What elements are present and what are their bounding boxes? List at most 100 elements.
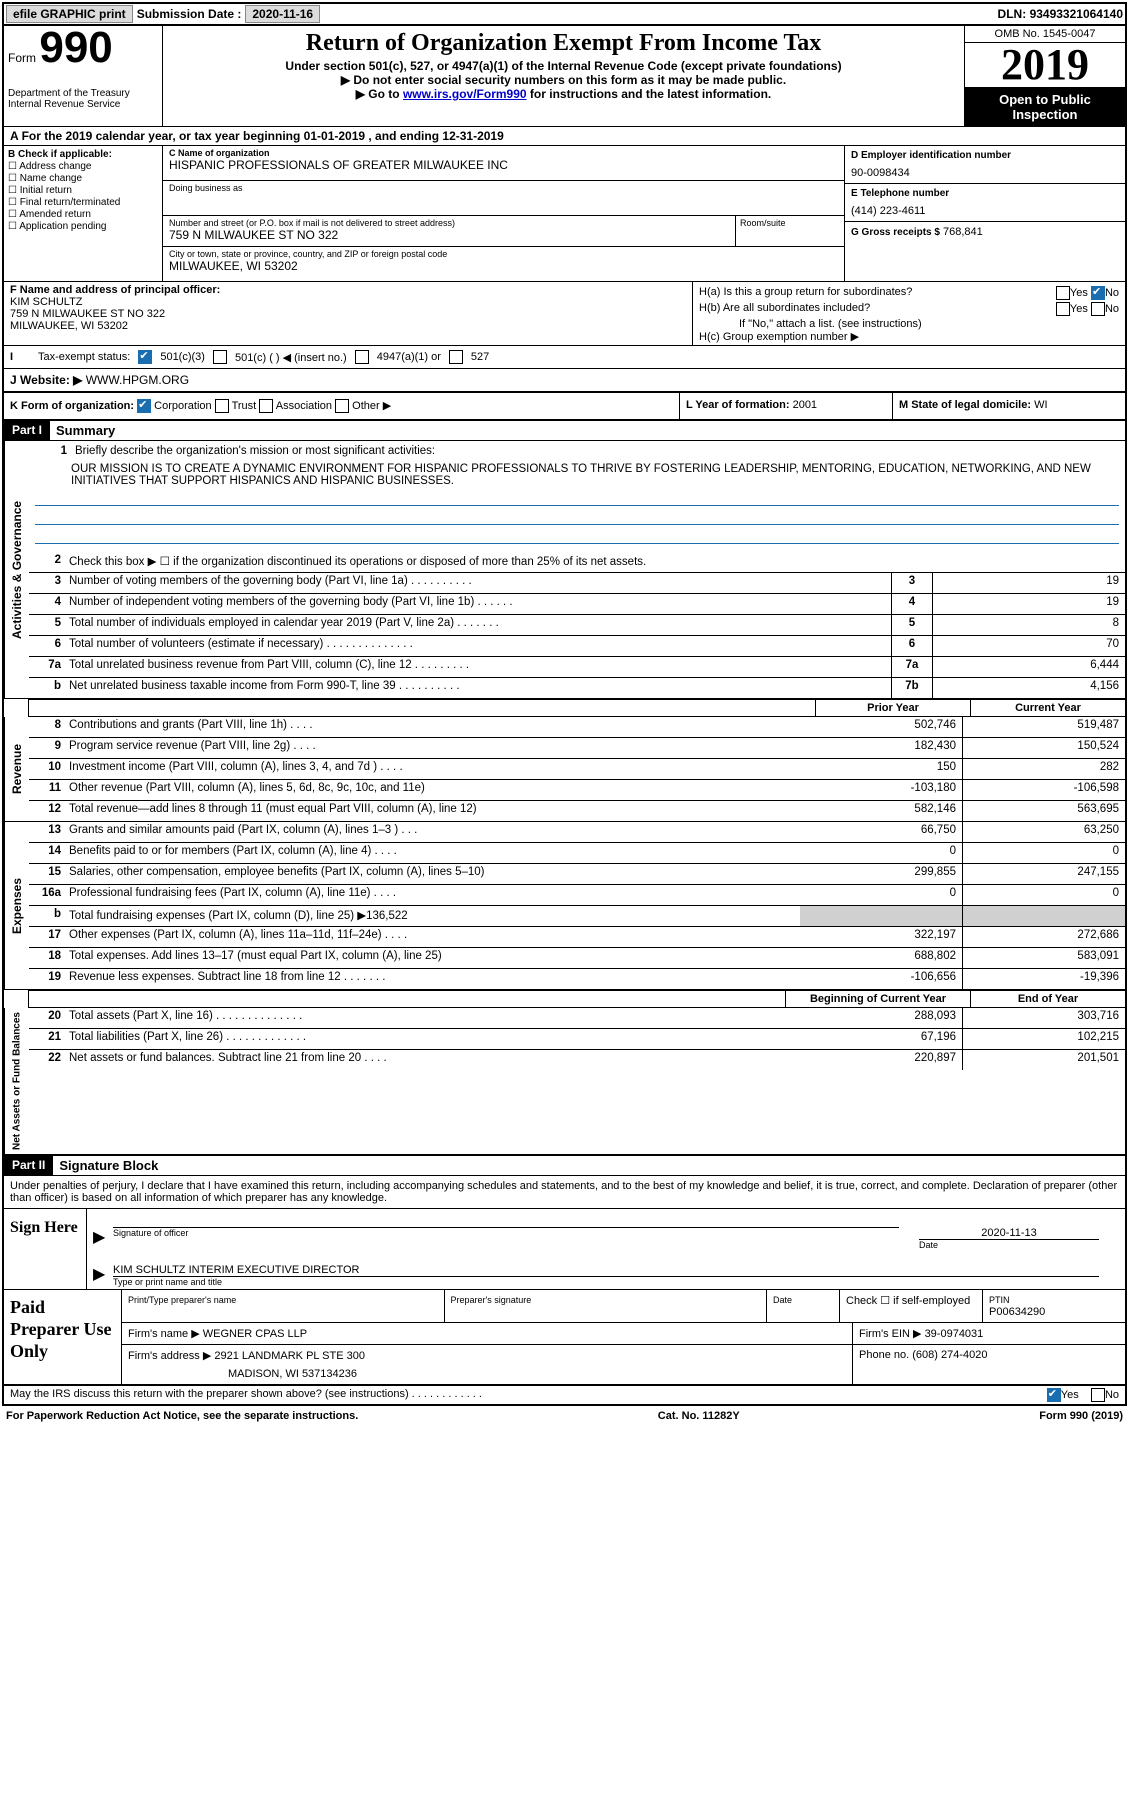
chk-final[interactable]: Final return/terminated [8,197,158,208]
chk-corp[interactable] [137,399,151,413]
l-label: L Year of formation: [686,399,790,411]
prep-name-lbl: Print/Type preparer's name [128,1295,236,1305]
ha-yes[interactable] [1056,286,1070,300]
firm-addr-lbl: Firm's address ▶ [128,1350,211,1362]
line-text: Other expenses (Part IX, column (A), lin… [67,927,800,947]
firm-phone: (608) 274-4020 [912,1349,987,1361]
discuss-no[interactable] [1091,1388,1105,1402]
line-text: Net assets or fund balances. Subtract li… [67,1050,770,1070]
officer-addr1: 759 N MILWAUKEE ST NO 322 [10,308,686,320]
chk-address[interactable]: Address change [8,161,158,172]
line-text: Salaries, other compensation, employee b… [67,864,800,884]
chk-amended[interactable]: Amended return [8,209,158,220]
prior-value: 66,750 [800,822,963,842]
line-num: 19 [29,969,67,989]
rev-label: Revenue [4,717,29,821]
chk-assoc[interactable] [259,399,273,413]
line-num: 4 [29,594,67,614]
form990-link[interactable]: www.irs.gov/Form990 [403,87,527,101]
hb-yes[interactable] [1056,302,1070,316]
penalty-text: Under penalties of perjury, I declare th… [4,1176,1125,1209]
chk-trust[interactable] [215,399,229,413]
city-label: City or town, state or province, country… [169,249,838,259]
net-label: Net Assets or Fund Balances [4,1008,29,1154]
officer-name: KIM SCHULTZ [10,296,686,308]
dln-label: DLN: [998,7,1027,21]
h-note: If "No," attach a list. (see instruction… [699,318,1119,330]
prep-date-lbl: Date [773,1295,792,1305]
phone-label: E Telephone number [851,188,1119,199]
line-text: Total expenses. Add lines 13–17 (must eq… [67,948,800,968]
name-label: Type or print name and title [113,1277,1119,1287]
chk-4947[interactable] [355,350,369,364]
current-value: 0 [963,885,1125,905]
prior-value: 299,855 [800,864,963,884]
part2-header: Part II Signature Block [4,1156,1125,1176]
subtitle-1: Under section 501(c), 527, or 4947(a)(1)… [169,59,958,73]
efile-button[interactable]: efile GRAPHIC print [6,5,133,23]
firm-name-lbl: Firm's name ▶ [128,1328,200,1340]
current-value: 63,250 [963,822,1125,842]
line-box: 3 [891,573,933,593]
gov-line-7b: b Net unrelated business taxable income … [29,677,1125,698]
firm-addr2: MADISON, WI 537134236 [128,1368,846,1380]
gov-line-3: 3 Number of voting members of the govern… [29,572,1125,593]
current-year-hdr: Current Year [971,700,1125,716]
chk-501c[interactable] [213,350,227,364]
discuss-yes[interactable] [1047,1388,1061,1402]
prior-value: 67,196 [770,1029,963,1049]
begin-year-hdr: Beginning of Current Year [785,991,971,1007]
mission-text: OUR MISSION IS TO CREATE A DYNAMIC ENVIR… [35,463,1119,487]
current-value: -19,396 [963,969,1125,989]
line-text: Total fundraising expenses (Part IX, col… [67,906,800,926]
line-num: 22 [29,1050,67,1070]
dept-label: Department of the Treasury Internal Reve… [8,88,158,110]
prior-value: -103,180 [800,780,963,800]
expenses-section: Expenses 13 Grants and similar amounts p… [4,822,1125,990]
data-line: 18 Total expenses. Add lines 13–17 (must… [29,947,1125,968]
gov-label: Activities & Governance [4,441,29,698]
dba-label: Doing business as [169,183,838,193]
paid-preparer: Paid Preparer Use Only Print/Type prepar… [4,1290,1125,1384]
gov-line-7a: 7a Total unrelated business revenue from… [29,656,1125,677]
entity-section: B Check if applicable: Address change Na… [4,146,1125,282]
prior-current-header: Prior Year Current Year [4,699,1125,717]
chk-name[interactable]: Name change [8,173,158,184]
chk-501c3[interactable] [138,350,152,364]
current-value: 303,716 [963,1008,1125,1028]
mission-blank-line [35,529,1119,544]
line-text: Total liabilities (Part X, line 26) . . … [67,1029,770,1049]
data-line: 15 Salaries, other compensation, employe… [29,863,1125,884]
line-text: Professional fundraising fees (Part IX, … [67,885,800,905]
submission-date[interactable]: 2020-11-16 [245,5,320,23]
line-box: 5 [891,615,933,635]
arrow-icon: ▶ [93,1264,113,1287]
form-number: 990 [39,23,112,72]
line-value: 70 [933,636,1125,656]
data-line: 22 Net assets or fund balances. Subtract… [29,1049,1125,1070]
chk-pending[interactable]: Application pending [8,221,158,232]
sig-label: Signature of officer [113,1228,919,1238]
chk-initial[interactable]: Initial return [8,185,158,196]
part1-header: Part I Summary [4,421,1125,441]
firm-name: WEGNER CPAS LLP [203,1328,307,1340]
line-num: b [29,906,67,926]
data-line: 14 Benefits paid to or for members (Part… [29,842,1125,863]
line-text: Total number of volunteers (estimate if … [67,636,891,656]
paperwork-notice: For Paperwork Reduction Act Notice, see … [6,1410,358,1422]
ha-no[interactable] [1091,286,1105,300]
firm-ein: 39-0974031 [925,1328,984,1340]
line-num: b [29,678,67,698]
chk-other[interactable] [335,399,349,413]
line-text: Benefits paid to or for members (Part IX… [67,843,800,863]
line-text: Contributions and grants (Part VIII, lin… [67,717,800,737]
line-text: Grants and similar amounts paid (Part IX… [67,822,800,842]
b-label: B Check if applicable: [8,149,158,160]
hb-label: H(b) Are all subordinates included? [699,302,870,316]
gross-label: G Gross receipts $ [851,227,940,238]
self-emp-chk[interactable]: Check ☐ if self-employed [846,1295,970,1307]
signature-block: Under penalties of perjury, I declare th… [4,1176,1125,1384]
website-value: WWW.HPGM.ORG [86,373,189,387]
chk-527[interactable] [449,350,463,364]
hb-no[interactable] [1091,302,1105,316]
